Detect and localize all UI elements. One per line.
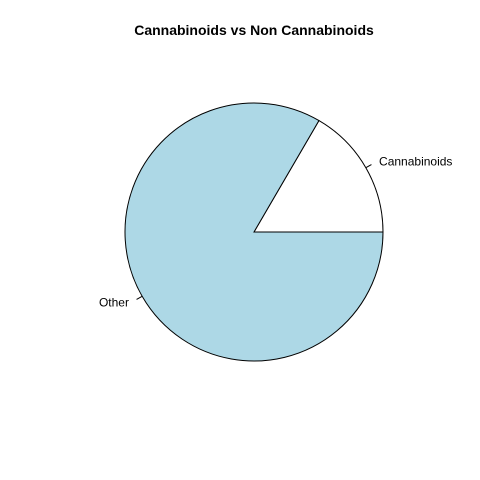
pie-slice-cannabinoids [253, 119, 384, 233]
pie-label-tick [136, 295, 143, 300]
pie-labels: Cannabinoids Other [99, 154, 452, 309]
pie-slices [124, 102, 384, 362]
pie-label-other: Other [99, 296, 129, 310]
pie-label-cannabinoids: Cannabinoids [379, 154, 452, 168]
chart-title: Cannabinoids vs Non Cannabinoids [134, 22, 374, 38]
pie-label-tick [365, 164, 372, 169]
